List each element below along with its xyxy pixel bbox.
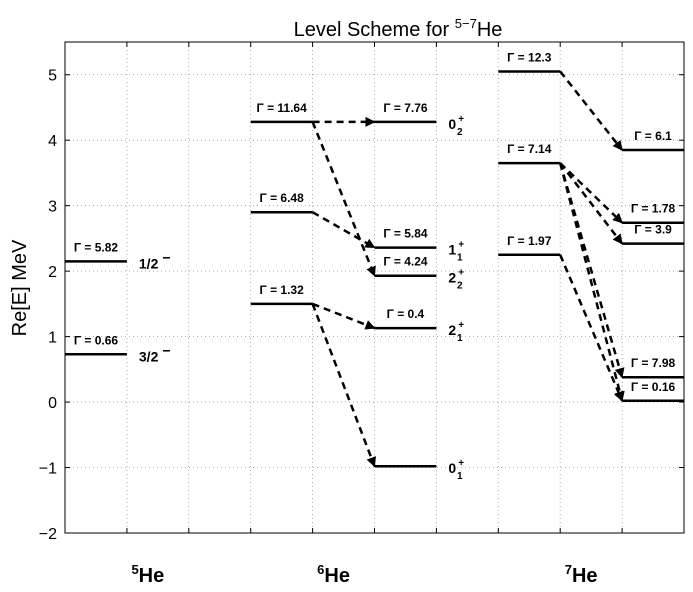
width-label: Γ = 5.84 (383, 227, 428, 241)
width-label: Γ = 7.76 (383, 101, 428, 115)
y-tick-label: 4 (48, 133, 57, 150)
transition-arrow (311, 121, 376, 277)
grid-layer (65, 42, 684, 533)
transition-arrow (559, 162, 624, 245)
transition-arrow (559, 162, 623, 224)
width-label: Γ = 4.24 (383, 255, 428, 269)
width-label: Γ = 0.4 (387, 307, 425, 321)
width-label: Γ = 5.82 (74, 240, 119, 254)
width-label: Γ = 0.16 (631, 380, 676, 394)
y-tick-label: 0 (48, 395, 57, 412)
width-label: Γ = 1.32 (260, 283, 305, 297)
isotope-labels: 5He 6He 7He (131, 562, 597, 587)
transitions-layer (311, 70, 625, 468)
width-label: Γ = 0.66 (74, 333, 119, 347)
width-label: Γ = 12.3 (507, 50, 552, 64)
transition-arrow (312, 302, 376, 330)
width-label: Γ = 1.97 (507, 234, 552, 248)
width-label: Γ = 3.9 (634, 223, 672, 237)
levels-layer: Γ = 5.82 1/2 − Γ = 0.66 3/2 − Γ = 11.64 Γ = 6.4… (65, 50, 684, 482)
transition-arrow (559, 70, 624, 151)
width-label: Γ = 7.14 (507, 142, 552, 156)
y-tick-label: 5 (48, 68, 57, 85)
y-axis-label: Re[E] MeV (9, 239, 31, 336)
plot-frame (64, 41, 685, 534)
y-tick-label: −2 (39, 526, 57, 543)
y-tick-label: 3 (48, 199, 57, 216)
state-label: 1/2− (139, 249, 171, 271)
chart-title: Level Scheme for 5−7He (294, 16, 503, 41)
state-label: 1 +1 (448, 240, 464, 264)
width-label: Γ = 11.64 (257, 101, 308, 115)
isotope-label: 5He (131, 562, 164, 587)
isotope-label: 7He (565, 562, 598, 587)
transition-arrow (558, 162, 625, 379)
y-tick-label: 1 (48, 330, 57, 347)
state-label: 2 +2 (448, 268, 464, 292)
transition-arrow (558, 162, 625, 402)
width-label: Γ = 7.98 (631, 356, 676, 370)
isotope-label: 6He (317, 562, 350, 587)
width-label: Γ = 6.48 (260, 191, 305, 205)
y-ticks: −2 −1 0 1 2 3 4 5 (39, 42, 684, 543)
state-label: 0 +2 (448, 114, 464, 138)
y-tick-label: 2 (48, 264, 57, 281)
width-label: Γ = 1.78 (631, 202, 676, 216)
transition-arrow (311, 211, 376, 249)
state-label: 0 +1 (448, 458, 464, 482)
state-label: 2 +1 (448, 320, 464, 344)
transition-arrow (311, 303, 376, 468)
state-label: 3/2− (139, 342, 171, 364)
transition-arrow (559, 254, 624, 402)
y-tick-label: −1 (39, 461, 57, 478)
width-label: Γ = 6.1 (634, 129, 672, 143)
